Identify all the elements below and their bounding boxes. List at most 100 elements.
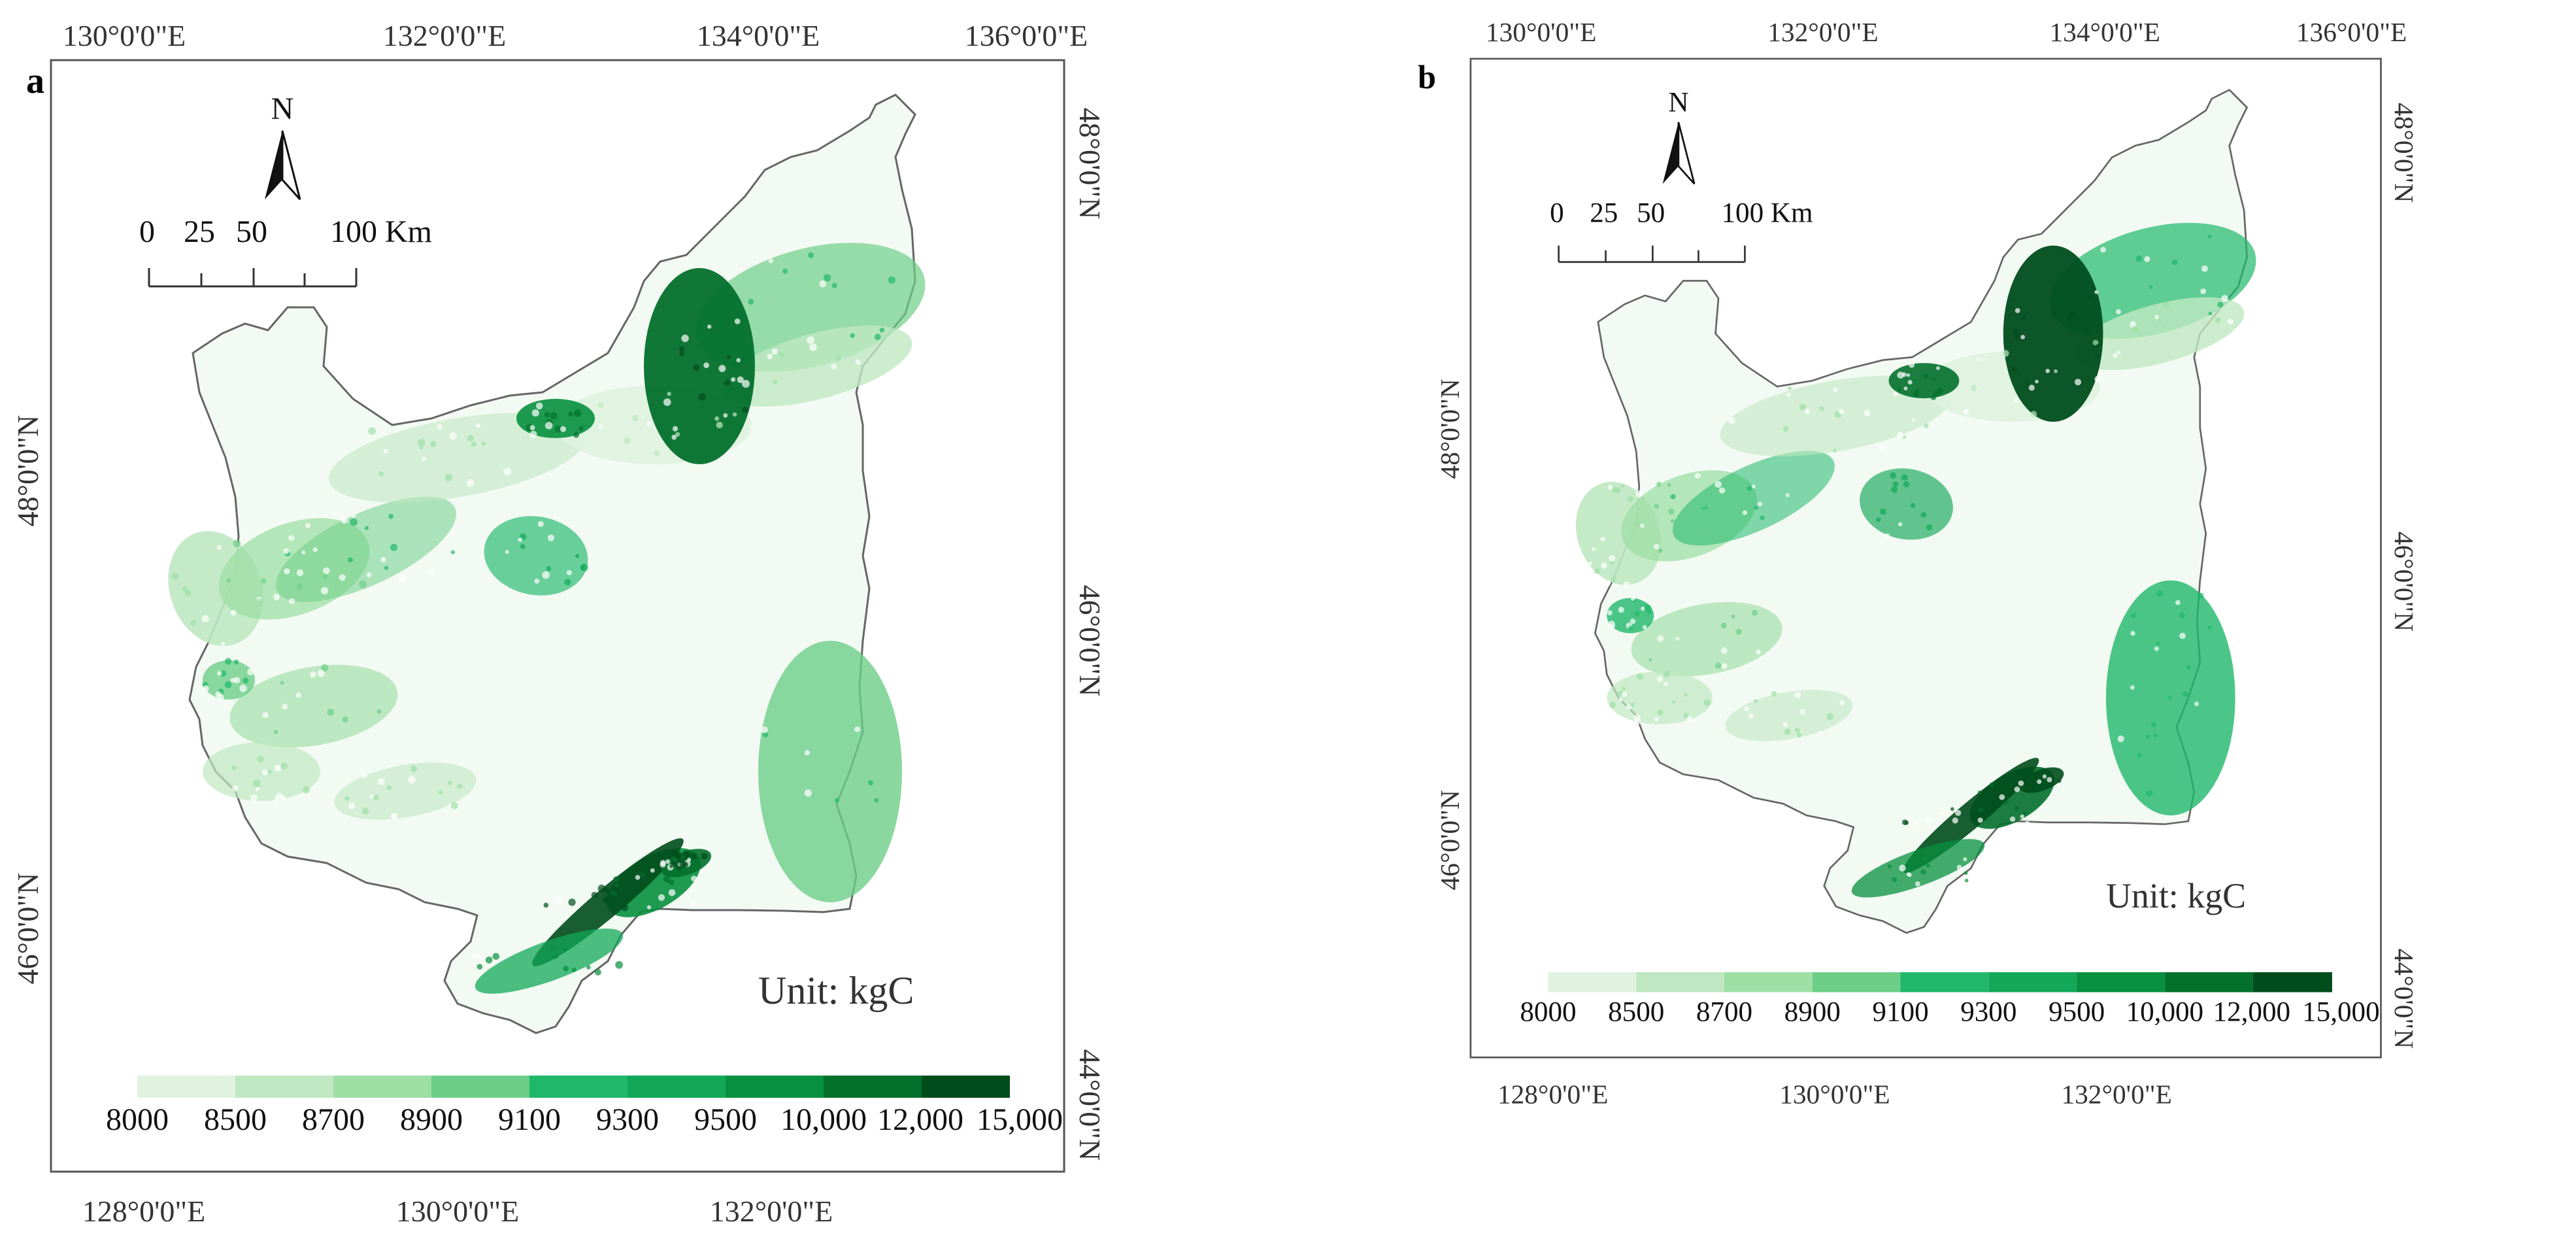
scale-label-0: 0 [1550, 198, 1564, 229]
map-speckle [399, 574, 407, 583]
map-speckle [724, 380, 731, 386]
map-speckle [535, 402, 543, 410]
scale-label-100: 100 Km [1721, 198, 1813, 229]
map-speckle [1672, 700, 1676, 704]
map-speckle [2156, 641, 2160, 646]
map-speckle [544, 422, 553, 430]
map-speckle [2208, 311, 2213, 316]
map-speckle [1634, 535, 1639, 541]
map-speckle [1636, 673, 1644, 680]
map-value-zone [334, 762, 477, 820]
map-speckle [1601, 562, 1607, 569]
map-speckle [1728, 417, 1735, 424]
map-speckle [782, 268, 788, 274]
map-speckle [2013, 398, 2018, 403]
top-lon-label: 132°0'0"E [1767, 17, 1878, 47]
legend-swatch [922, 1076, 1010, 1098]
map-speckle [1656, 481, 1662, 487]
map-speckle [1742, 510, 1748, 515]
map-speckle [1658, 548, 1663, 553]
map-speckle [563, 947, 568, 952]
map-speckle [2042, 774, 2047, 779]
legend-label: 9100 [498, 1102, 561, 1137]
top-lon-label: 136°0'0"E [965, 19, 1088, 52]
map-speckle [2011, 366, 2018, 372]
map-speckle [807, 336, 814, 344]
map-speckle [1892, 877, 1898, 883]
map-speckle [850, 333, 855, 339]
map-speckle [650, 868, 655, 873]
map-speckle [377, 778, 385, 786]
map-speckle [554, 425, 562, 433]
map-speckle [1721, 663, 1728, 670]
north-arrow: N [265, 92, 301, 201]
map-speckle [1925, 815, 1933, 823]
map-speckle [1695, 533, 1701, 539]
map-speckle [2033, 773, 2040, 779]
map-speckle [1657, 635, 1664, 642]
legend-swatch [333, 1076, 431, 1098]
map-speckle [1618, 698, 1623, 702]
map-speckle [1634, 611, 1640, 617]
north-arrow-icon [265, 131, 282, 199]
map-panel-a: a 130°0'0"E 132°0'0"E 134°0'0"E 136°0'0"… [11, 19, 1107, 1228]
legend-swatch [1812, 972, 1901, 993]
map-speckle [1700, 503, 1706, 508]
map-speckle [1670, 518, 1675, 524]
map-speckle [1715, 662, 1722, 669]
map-speckle [1630, 596, 1635, 601]
map-speckle [255, 787, 260, 792]
map-speckle [742, 380, 750, 388]
map-speckle [1972, 814, 1979, 821]
map-speckle [580, 565, 585, 570]
map-speckle [437, 424, 443, 430]
legend-swatch [824, 1076, 922, 1098]
map-speckle [1910, 503, 1916, 508]
scale-label-50: 50 [1637, 198, 1665, 229]
top-lon-label: 132°0'0"E [383, 19, 507, 52]
map-speckle [1887, 864, 1892, 869]
map-speckle [835, 355, 842, 362]
map-speckle [2217, 301, 2224, 308]
map-speckle [339, 574, 346, 581]
map-speckle [1626, 704, 1632, 710]
map-speckle [327, 708, 335, 716]
map-speckle [383, 449, 388, 454]
legend-label: 8900 [400, 1102, 463, 1137]
map-speckle [1605, 580, 1611, 586]
top-lon-label: 134°0'0"E [697, 19, 820, 52]
scale-bar: 0 25 50 100 Km [139, 214, 432, 288]
top-lon-label: 136°0'0"E [2296, 17, 2407, 47]
map-speckle [1989, 782, 1994, 787]
map-speckle [1977, 358, 1981, 362]
map-speckle [1621, 691, 1628, 697]
map-speckle [1609, 701, 1616, 709]
map-speckle [1640, 523, 1645, 528]
map-speckle [233, 677, 241, 684]
map-speckle [2201, 265, 2208, 272]
map-speckle [317, 670, 325, 677]
map-speckle [1703, 699, 1711, 706]
region-map [1576, 88, 2256, 934]
map-value-zone [229, 664, 398, 748]
map-speckle [1771, 691, 1777, 697]
map-speckle [1720, 622, 1727, 629]
map-speckle [380, 556, 386, 563]
map-speckle [1926, 863, 1931, 868]
map-speckle [2028, 384, 2035, 391]
legend-label: 15,000 [977, 1102, 1063, 1137]
map-speckle [1892, 481, 1899, 487]
map-speckle [1936, 366, 1940, 371]
map-speckle [1744, 706, 1749, 711]
map-speckle [2020, 335, 2026, 339]
map-speckle [296, 569, 304, 577]
map-speckle [2207, 234, 2212, 239]
bottom-lon-label: 128°0'0"E [1497, 1079, 1608, 1109]
map-speckle [2037, 779, 2042, 785]
map-speckle [543, 902, 549, 908]
map-speckle [323, 567, 330, 575]
map-speckle [1635, 490, 1643, 498]
map-speckle [1718, 487, 1726, 494]
map-speckle [1588, 561, 1593, 566]
map-speckle [1903, 481, 1910, 488]
